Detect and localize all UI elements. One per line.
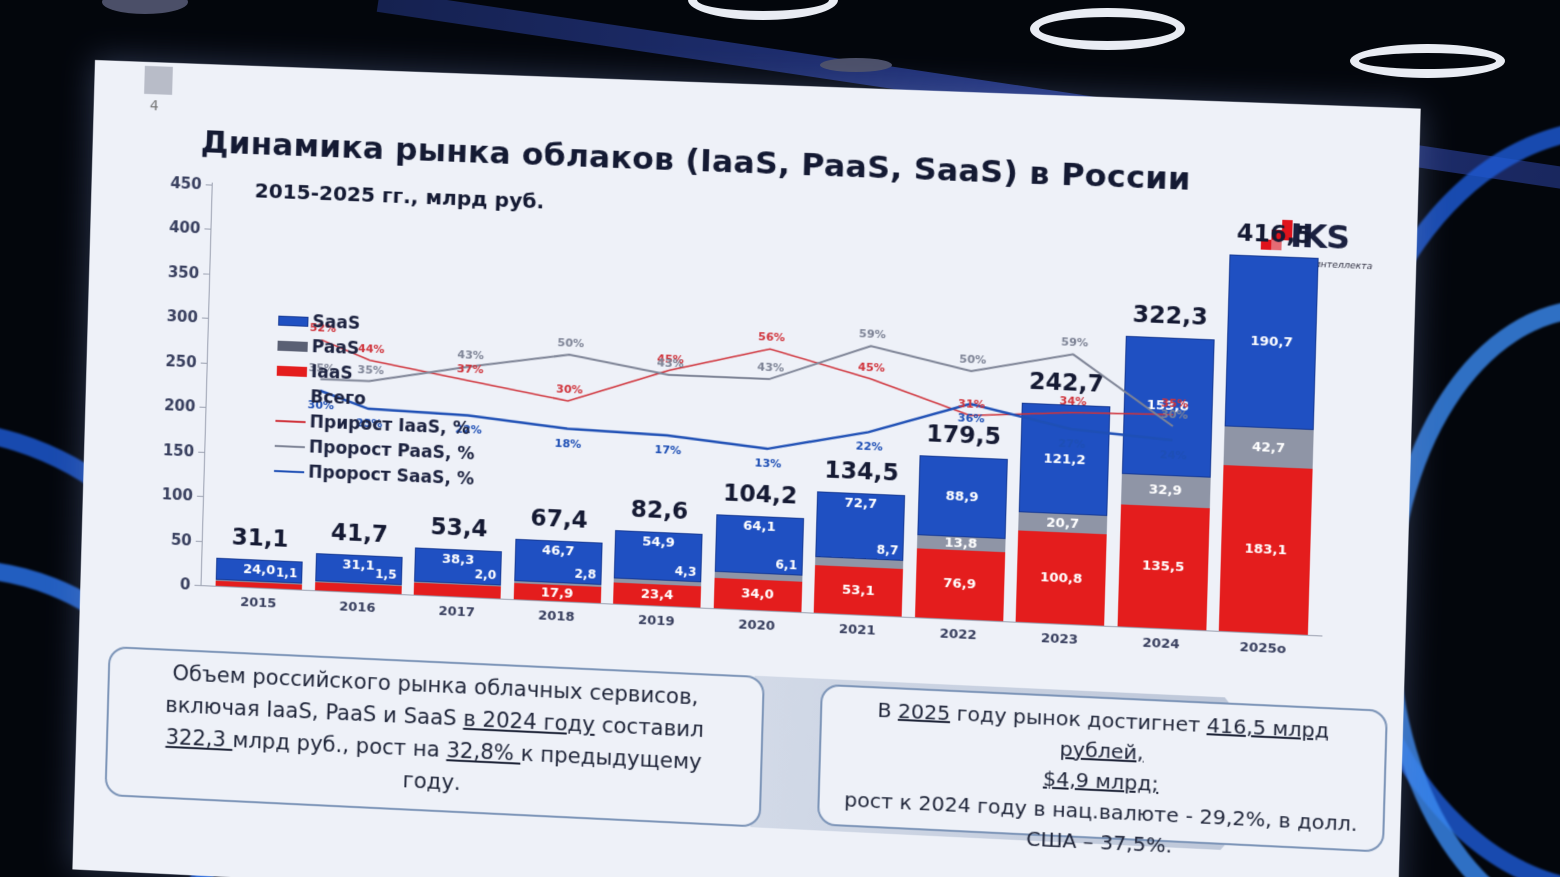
growth-percent-label: 31%: [957, 396, 986, 411]
ceiling-light-ring: [1350, 44, 1505, 78]
growth-percent-label: 13%: [754, 456, 782, 471]
growth-percent-label: 50%: [959, 352, 987, 367]
growth-percent-label: 34%: [1059, 393, 1087, 409]
callout-2024-summary: Объем российского рынка облачных сервисо…: [104, 645, 765, 828]
legend-label: SaaS: [312, 311, 361, 334]
growth-percent-label: 18%: [554, 436, 582, 451]
growth-percent-label: 50%: [557, 336, 585, 351]
growth-percent-label: 59%: [1060, 335, 1089, 350]
paas-line-icon: [274, 444, 305, 448]
growth-percent-label: 17%: [654, 442, 682, 458]
ceiling-light-ring: [1030, 8, 1185, 50]
ceiling-sensor: [102, 0, 188, 14]
legend-label: IaaS: [310, 361, 354, 384]
growth-percent-label: 43%: [757, 360, 785, 375]
stacked-bar-chart: 0 50 100 150 200 250 300 350 400 450 24,0 1,1 31,1 2…: [139, 162, 1355, 677]
legend-label: PaaS: [311, 336, 360, 359]
slide-corner-mark: [144, 65, 173, 95]
growth-percent-label: 45%: [857, 359, 886, 375]
growth-percent-label: 30%: [1160, 407, 1189, 422]
ceiling-light-ring: [688, 0, 838, 20]
growth-percent-label: 22%: [855, 439, 883, 455]
growth-percent-label: 36%: [957, 411, 985, 426]
saas-swatch-icon: [278, 315, 309, 327]
growth-percent-label: 30%: [555, 382, 584, 397]
growth-percent-label: 59%: [858, 327, 887, 342]
paas-swatch-icon: [277, 340, 308, 352]
legend-label: Пророст SaaS, %: [307, 461, 475, 490]
growth-percent-label: 27%: [1058, 436, 1086, 451]
page-number: 4: [149, 98, 159, 115]
legend-label: Всего: [310, 386, 367, 410]
chart-legend: SaaS PaaS IaaS Всего Прирост IaaS, % Про…: [274, 308, 479, 492]
ceiling-sensor: [820, 58, 892, 72]
callout-2025-forecast: В 2025 году рынок достигнет 416,5 млрд р…: [816, 683, 1388, 858]
iaas-swatch-icon: [276, 365, 308, 377]
iaas-line-icon: [275, 419, 306, 423]
presentation-slide: 4 Динамика рынка облаков (IaaS, PaaS, Sa…: [72, 60, 1421, 877]
growth-percent-label: 43%: [656, 356, 684, 371]
total-swatch-icon: [276, 390, 306, 401]
growth-percent-label: 24%: [1159, 447, 1188, 463]
growth-percent-label: 56%: [757, 330, 786, 345]
saas-line-icon: [274, 469, 305, 473]
